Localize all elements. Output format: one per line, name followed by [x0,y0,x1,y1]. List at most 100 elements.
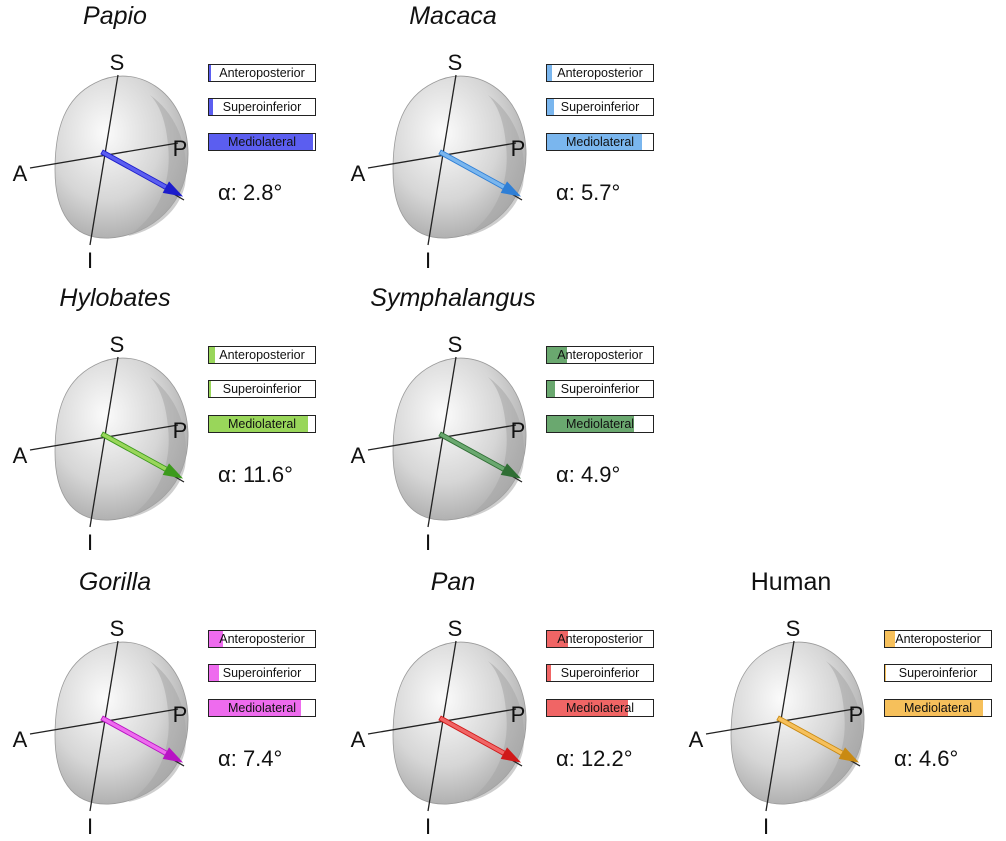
anteroposterior-bar: Anteroposterior [884,630,992,648]
bar-fill [209,416,308,432]
bar-fill [209,99,214,115]
alpha-angle: α: 5.7° [556,180,621,205]
bar-label: Anteroposterior [219,66,305,80]
articular-surface [392,75,527,239]
inferior-label: I [763,814,769,839]
superior-label: S [448,616,463,641]
bar-fill [209,381,212,397]
bar-fill [209,134,313,150]
si-axis-line [765,640,795,812]
posterior-label: P [511,418,526,443]
bar-label: Superoinferior [222,100,302,114]
anterior-label: A [351,161,366,186]
posterior-label: P [849,702,864,727]
orientation-arrow-head [162,463,184,479]
si-axis-line [89,640,119,812]
articular-surface [730,641,865,805]
mediolateral-bar: Mediolateral [546,415,654,433]
superoinferior-bar: Superoinferior [546,98,654,116]
inferior-label: I [87,530,93,555]
bar-label: Mediolateral [903,701,973,715]
orientation-arrow-head [500,747,522,763]
bar-fill [547,65,553,81]
posterior-label: P [173,702,188,727]
posterior-label: P [511,702,526,727]
orientation-arrow-head [162,181,184,197]
si-axis-line [89,74,119,246]
bar-fill [547,347,568,363]
superoinferior-bar: Superoinferior [208,98,316,116]
bar-label: Mediolateral [565,701,635,715]
bar-label: Anteroposterior [895,632,981,646]
bar-fill [209,65,212,81]
panel-pan: Pan S I A P Anteroposterior Superoinferior Medi… [338,566,668,841]
joint-diagram: S I A P [351,50,527,273]
bar-label: Anteroposterior [557,632,643,646]
superoinferior-bar: Superoinferior [884,664,992,682]
panel-gorilla: Gorilla S I A P Anteroposterior Superoinferior… [0,566,330,841]
bar-label: Superoinferior [222,382,302,396]
orientation-arrow-head [500,463,522,479]
inferior-label: I [425,530,431,555]
bar-label: Anteroposterior [557,348,643,362]
bar-fill [209,347,216,363]
anteroposterior-bar: Anteroposterior [546,346,654,364]
joint-diagram: S I A P [13,332,189,555]
anteroposterior-bar: Anteroposterior [208,630,316,648]
bar-fill [547,700,628,716]
panel-title: Macaca [409,2,497,30]
inferior-label: I [425,248,431,273]
superior-label: S [110,50,125,75]
alpha-angle: α: 2.8° [218,180,283,205]
inferior-label: I [87,248,93,273]
mediolateral-bar: Mediolateral [208,415,316,433]
mediolateral-bar: Mediolateral [546,133,654,151]
articular-surface [54,357,189,521]
bar-label: Mediolateral [227,135,297,149]
panel-human: Human S I A P Anteroposterior Superoinferior Me… [676,566,1006,841]
mediolateral-bar: Mediolateral [208,133,316,151]
bar-label: Anteroposterior [557,66,643,80]
superoinferior-bar: Superoinferior [208,380,316,398]
joint-diagram: S I A P [689,616,865,839]
bar-fill [547,416,634,432]
alpha-angle: α: 7.4° [218,746,283,771]
surface-shading [466,377,525,518]
bar-fill [209,631,223,647]
articular-surface [392,357,527,521]
panel-title: Papio [83,2,147,30]
posterior-label: P [173,136,188,161]
bar-label: Mediolateral [227,701,297,715]
bar-fill [547,631,569,647]
articular-surface [392,641,527,805]
si-axis-line [427,640,457,812]
alpha-angle: α: 11.6° [218,462,293,487]
anterior-label: A [351,443,366,468]
superoinferior-bar: Superoinferior [546,664,654,682]
bar-label: Superoinferior [898,666,978,680]
bar-fill [885,665,887,681]
panel-hylobates: Hylobates S I A P Anteroposterior Superoinferi… [0,282,330,557]
bar-fill [209,700,302,716]
joint-diagram: S I A P [351,332,527,555]
anterior-label: A [351,727,366,752]
joint-diagram: S I A P [351,616,527,839]
bar-label: Superoinferior [222,666,302,680]
surface-shading [128,95,187,236]
posterior-label: P [511,136,526,161]
anteroposterior-bar: Anteroposterior [208,64,316,82]
si-axis-line [427,74,457,246]
anterior-label: A [13,161,28,186]
panel-title: Hylobates [59,284,171,312]
superoinferior-bar: Superoinferior [546,380,654,398]
bar-label: Superoinferior [560,100,640,114]
mediolateral-bar: Mediolateral [546,699,654,717]
superior-label: S [448,50,463,75]
bar-label: Superoinferior [560,382,640,396]
bar-label: Mediolateral [227,417,297,431]
joint-diagram: S I A P [13,616,189,839]
panel-title: Gorilla [78,568,152,596]
superoinferior-bar: Superoinferior [208,664,316,682]
panel-title: Pan [430,568,476,596]
bar-label: Superoinferior [560,666,640,680]
